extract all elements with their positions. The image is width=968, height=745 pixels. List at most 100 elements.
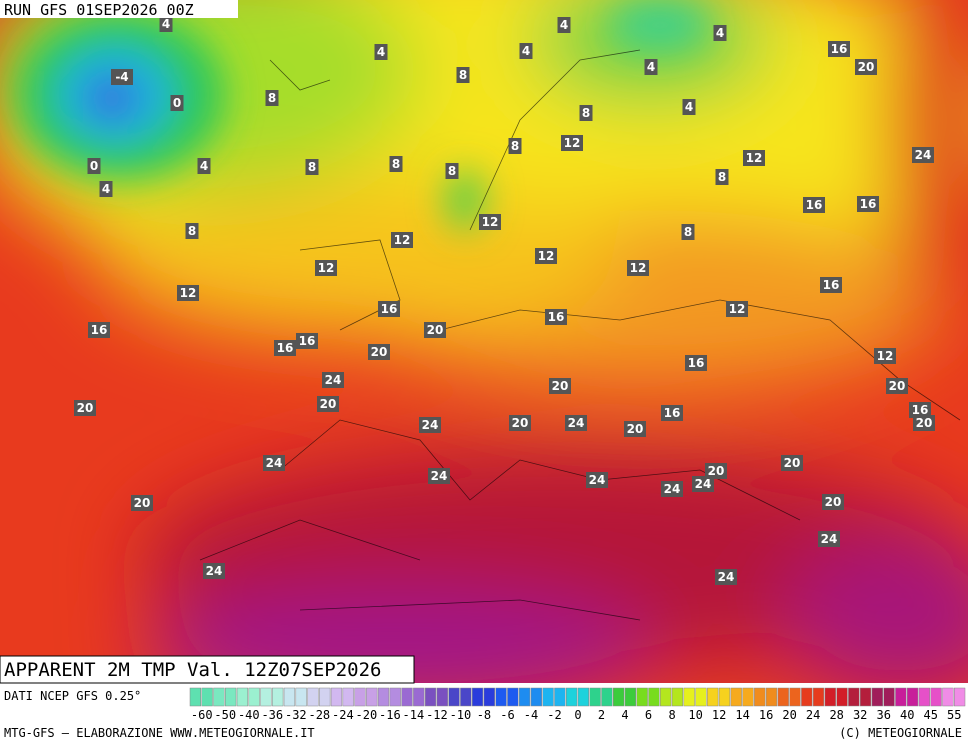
map-label: 4	[685, 100, 693, 114]
legend-swatch	[824, 687, 836, 707]
map-label: 16	[860, 197, 877, 211]
label-box	[74, 400, 96, 416]
label-box	[88, 322, 110, 338]
legend-swatch	[495, 687, 507, 707]
legend-label: 55	[947, 708, 961, 722]
legend-label: 6	[645, 708, 652, 722]
map-label: 12	[746, 151, 763, 165]
map-label: 12	[630, 261, 647, 275]
map-label: 12	[180, 286, 197, 300]
map-label: 16	[299, 334, 316, 348]
legend-swatch	[436, 687, 448, 707]
legend-swatch	[930, 687, 942, 707]
map-label: 4	[200, 159, 208, 173]
legend-swatch	[730, 687, 742, 707]
label-box	[913, 415, 935, 431]
label-box	[509, 415, 531, 431]
map-title: APPARENT 2M TMP Val. 12Z07SEP2026	[4, 659, 382, 681]
label-box	[456, 67, 470, 83]
label-box	[565, 415, 587, 431]
label-box	[886, 378, 908, 394]
label-box	[428, 468, 450, 484]
map-label: 20	[320, 397, 337, 411]
label-box	[374, 44, 388, 60]
label-box	[424, 322, 446, 338]
header-box	[0, 0, 238, 18]
label-box	[479, 214, 501, 230]
legend-swatch	[942, 687, 954, 707]
legend-swatch	[589, 687, 601, 707]
legend-label: -32	[285, 708, 307, 722]
legend-swatch	[918, 687, 930, 707]
map-label: 20	[708, 464, 725, 478]
map-label: 8	[582, 106, 590, 120]
map-label: 20	[552, 379, 569, 393]
legend-swatch	[213, 687, 225, 707]
legend-label: 36	[876, 708, 890, 722]
map-label: 4	[647, 60, 655, 74]
map-label: 24	[422, 418, 439, 432]
label-box	[131, 495, 153, 511]
label-box	[508, 138, 522, 154]
map-label: 8	[308, 160, 316, 174]
map-label: 24	[431, 469, 448, 483]
label-box	[715, 169, 729, 185]
map-label: 16	[548, 310, 565, 324]
map-label: 24	[568, 416, 585, 430]
map-label: 16	[381, 302, 398, 316]
legend-swatch	[272, 687, 284, 707]
legend-swatch	[601, 687, 613, 707]
map-label: 16	[688, 356, 705, 370]
legend-swatch	[577, 687, 590, 707]
legend-label: -36	[261, 708, 283, 722]
label-box	[557, 17, 571, 33]
legend-label: -12	[426, 708, 448, 722]
map-label: 24	[325, 373, 342, 387]
legend-swatch	[542, 687, 554, 707]
legend-swatch	[906, 687, 919, 707]
legend-swatch	[319, 687, 331, 707]
map-label: 24	[589, 473, 606, 487]
label-box	[535, 248, 557, 264]
legend-swatch	[859, 687, 872, 707]
legend-swatch	[636, 687, 648, 707]
map-label: 20	[134, 496, 151, 510]
legend-swatch	[530, 687, 542, 707]
map-label: 8	[511, 139, 519, 153]
map-label: 16	[91, 323, 108, 337]
map-label: 24	[718, 570, 735, 584]
label-box	[685, 355, 707, 371]
legend-swatch	[225, 687, 237, 707]
map-label: 8	[459, 68, 467, 82]
map-label: 4	[560, 18, 568, 32]
label-box	[378, 301, 400, 317]
map-label: 24	[664, 482, 681, 496]
label-box	[561, 135, 583, 151]
map-label: -4	[115, 70, 128, 84]
map-label: 8	[718, 170, 726, 184]
label-box	[692, 476, 714, 492]
label-box	[713, 25, 727, 41]
label-box	[909, 402, 931, 418]
legend-label: 16	[759, 708, 773, 722]
map-label: 24	[695, 477, 712, 491]
legend-label: 32	[853, 708, 867, 722]
legend-swatch	[683, 687, 695, 707]
legend-swatch	[613, 687, 625, 707]
legend-swatch	[507, 687, 519, 707]
legend-label: 8	[668, 708, 675, 722]
map-label: 12	[482, 215, 499, 229]
label-box	[579, 105, 593, 121]
map-label: 20	[825, 495, 842, 509]
map-label: 24	[915, 148, 932, 162]
legend-label: -2	[547, 708, 561, 722]
label-box	[322, 372, 344, 388]
label-box	[624, 421, 646, 437]
legend-label: 12	[712, 708, 726, 722]
legend-label: -4	[524, 708, 538, 722]
legend-swatch	[754, 687, 766, 707]
label-box	[627, 260, 649, 276]
label-box	[705, 463, 727, 479]
label-box	[681, 224, 695, 240]
legend-label: 4	[621, 708, 628, 722]
